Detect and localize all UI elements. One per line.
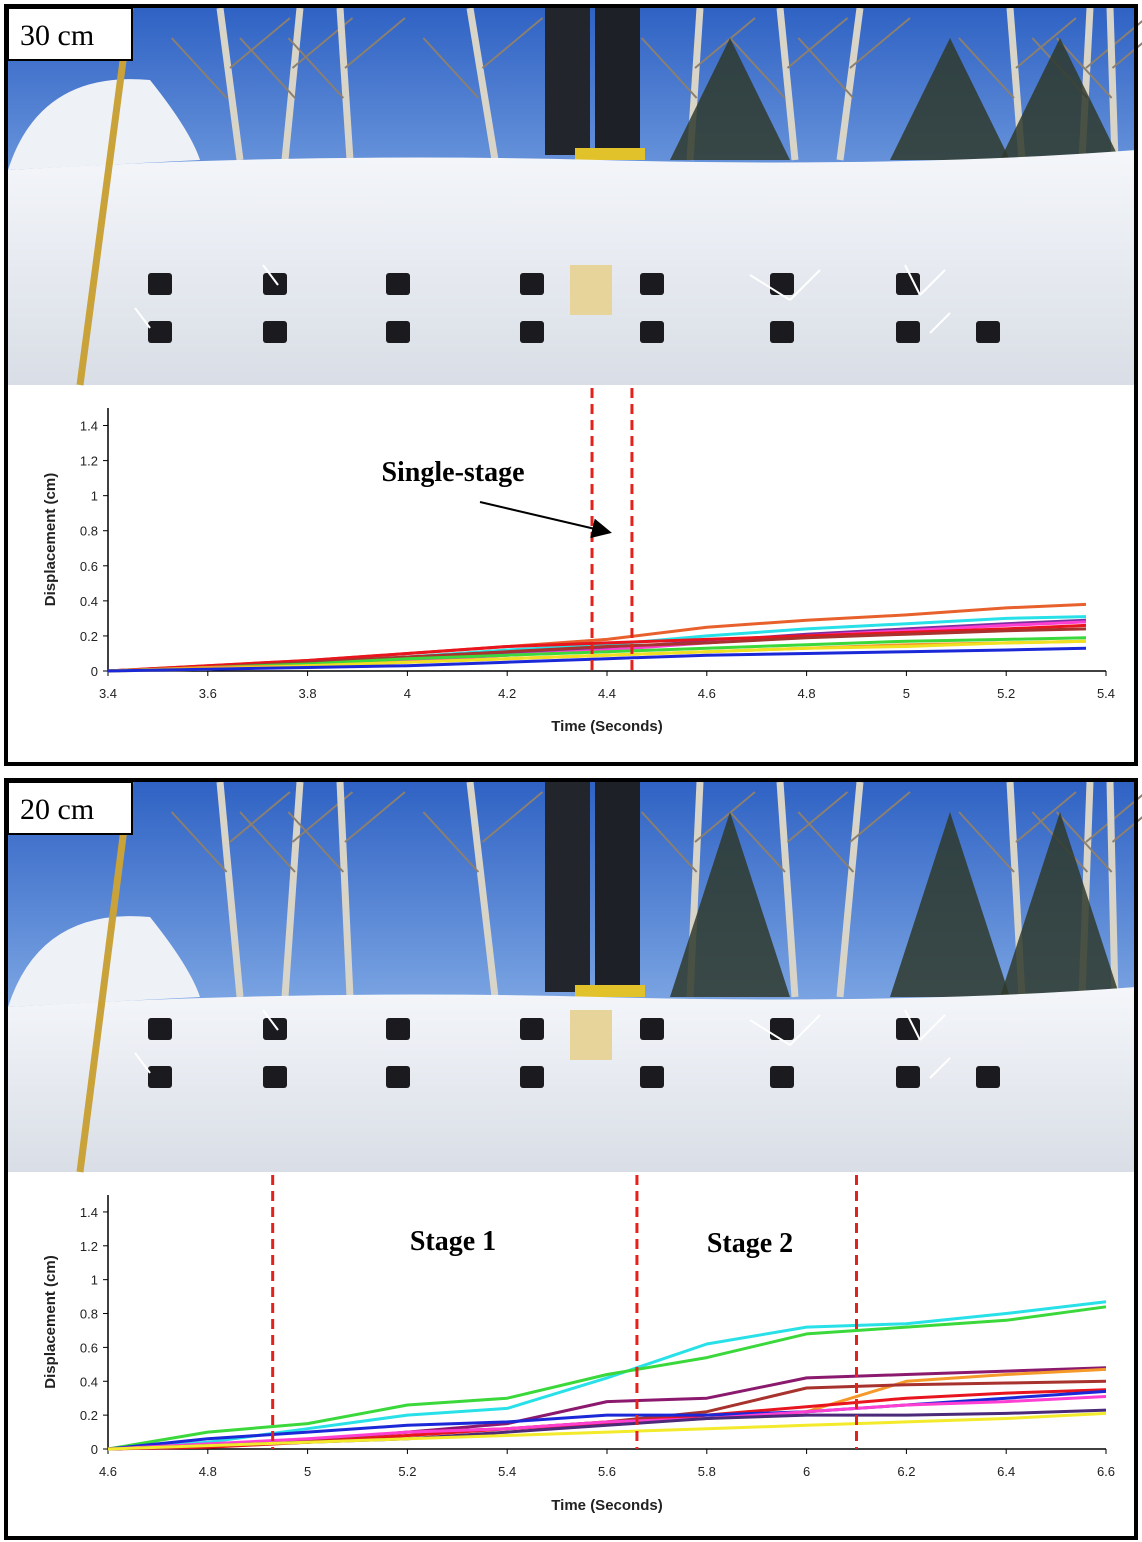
x-tick-label: 5.2 (398, 1464, 416, 1479)
x-tick-label: 5.2 (997, 686, 1015, 701)
x-tick-label: 4.2 (498, 686, 516, 701)
marker (263, 1066, 287, 1088)
x-axis-title: Time (Seconds) (551, 718, 662, 735)
x-tick-label: 4.8 (199, 1464, 217, 1479)
x-tick-label: 4.4 (598, 686, 616, 701)
x-tick-label: 5 (903, 686, 910, 701)
y-tick-label: 1.2 (80, 454, 98, 469)
marker (386, 1018, 410, 1040)
person-leg (545, 782, 590, 992)
x-tick-label: 4.6 (698, 686, 716, 701)
person-leg (595, 8, 640, 155)
x-tick-label: 3.8 (299, 686, 317, 701)
marker (770, 1066, 794, 1088)
y-tick-label: 1.4 (80, 419, 98, 434)
y-tick-label: 0.6 (80, 559, 98, 574)
marker (640, 1018, 664, 1040)
annotation-arrow (480, 502, 608, 532)
marker (386, 321, 410, 343)
x-tick-label: 6 (803, 1464, 810, 1479)
marker (976, 1066, 1000, 1088)
marker (640, 1066, 664, 1088)
marker (770, 273, 794, 295)
x-tick-label: 5.6 (598, 1464, 616, 1479)
x-tick-label: 3.4 (99, 686, 117, 701)
y-tick-label: 0.4 (80, 1374, 98, 1389)
y-tick-label: 0.2 (80, 629, 98, 644)
y-axis-title: Displacement (cm) (42, 473, 59, 606)
marker (520, 1066, 544, 1088)
x-tick-label: 5.4 (1097, 686, 1115, 701)
marker (148, 1018, 172, 1040)
panel-label: 30 cm (20, 19, 94, 52)
x-tick-label: 3.6 (199, 686, 217, 701)
marker (896, 1018, 920, 1040)
marker (148, 273, 172, 295)
y-tick-label: 0 (91, 1442, 98, 1457)
annotation: Single-stage (381, 457, 524, 488)
y-tick-label: 0.4 (80, 594, 98, 609)
annotation: Stage 1 (410, 1226, 496, 1257)
series-line (108, 1413, 1106, 1449)
y-tick-label: 1.4 (80, 1205, 98, 1220)
annotation: Stage 2 (707, 1228, 793, 1259)
x-tick-label: 4.6 (99, 1464, 117, 1479)
x-tick-label: 6.4 (997, 1464, 1015, 1479)
x-axis-title: Time (Seconds) (551, 1497, 662, 1514)
marker (640, 273, 664, 295)
marker (770, 1018, 794, 1040)
marker (263, 321, 287, 343)
series-line (108, 1397, 1106, 1450)
person-leg (545, 8, 590, 155)
marker (520, 273, 544, 295)
marker (640, 321, 664, 343)
y-tick-label: 1 (91, 1273, 98, 1288)
marker (896, 321, 920, 343)
person-leg (595, 782, 640, 992)
marker (148, 321, 172, 343)
y-tick-label: 0.2 (80, 1408, 98, 1423)
snowshoe (575, 148, 645, 160)
marker (896, 273, 920, 295)
marker (386, 1066, 410, 1088)
y-tick-label: 0 (91, 664, 98, 679)
marker (976, 321, 1000, 343)
y-tick-label: 1 (91, 489, 98, 504)
marker (520, 321, 544, 343)
marker (520, 1018, 544, 1040)
panel: 30 cm 0 0.2 0.4 0.6 0.8 1 1.2 1.4 3.4 3.6 3.8 4 4.2 4.… (6, 6, 1142, 764)
marker (386, 273, 410, 295)
marker (148, 1066, 172, 1088)
tree-trunk (1110, 782, 1115, 997)
x-tick-label: 6.2 (897, 1464, 915, 1479)
tree-trunk (1110, 8, 1115, 160)
sensor-bag (570, 265, 612, 315)
y-tick-label: 0.8 (80, 1307, 98, 1322)
panel-label: 20 cm (20, 793, 94, 826)
marker (770, 321, 794, 343)
x-tick-label: 5 (304, 1464, 311, 1479)
figure: 30 cm 0 0.2 0.4 0.6 0.8 1 1.2 1.4 3.4 3.6 3.8 4 4.2 4.… (0, 0, 1142, 1542)
series-line (108, 604, 1086, 671)
snowshoe (575, 985, 645, 997)
series-line (108, 1369, 1106, 1449)
y-tick-label: 0.6 (80, 1340, 98, 1355)
y-axis-title: Displacement (cm) (42, 1255, 59, 1388)
marker (896, 1066, 920, 1088)
marker (263, 1018, 287, 1040)
x-tick-label: 6.6 (1097, 1464, 1115, 1479)
panel: 20 cm 0 0.2 0.4 0.6 0.8 1 1.2 1.4 4.6 4.8 5 5.2 5.4 5.… (6, 780, 1142, 1538)
marker (263, 273, 287, 295)
y-tick-label: 1.2 (80, 1239, 98, 1254)
x-tick-label: 4.8 (798, 686, 816, 701)
x-tick-label: 4 (404, 686, 411, 701)
y-tick-label: 0.8 (80, 524, 98, 539)
x-tick-label: 5.8 (698, 1464, 716, 1479)
sensor-bag (570, 1010, 612, 1060)
x-tick-label: 5.4 (498, 1464, 516, 1479)
